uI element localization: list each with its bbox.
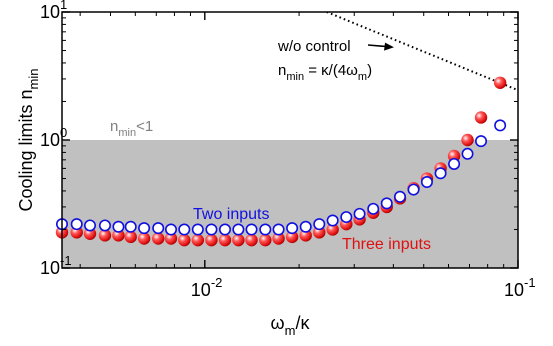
three-inputs-point: [124, 230, 137, 244]
two-inputs-point: [326, 214, 339, 227]
series-label-two-inputs: Two inputs: [193, 206, 269, 223]
three-inputs-point: [474, 111, 488, 124]
two-inputs-point: [299, 220, 312, 233]
three-inputs-point: [272, 232, 285, 245]
two-inputs-point: [286, 222, 299, 235]
two-inputs-point: [245, 223, 258, 236]
svg-text:nmin = κ/(4ωm): nmin = κ/(4ωm): [278, 62, 372, 83]
wo-control-annotation: w/o control: [277, 38, 394, 55]
series-label-three-inputs: Three inputs: [342, 236, 431, 253]
three-inputs-point: [232, 233, 245, 247]
two-inputs-point: [152, 222, 165, 235]
three-inputs-point: [83, 227, 97, 241]
three-inputs-point: [285, 230, 299, 244]
three-inputs-point: [218, 233, 232, 247]
two-inputs-point: [272, 223, 285, 236]
svg-text:ωm/κ: ωm/κ: [271, 313, 311, 338]
shaded-region: [62, 140, 518, 268]
formula-annotation: nmin = κ/(4ωm): [278, 62, 372, 83]
two-inputs-point: [407, 183, 420, 196]
two-inputs-point: [232, 223, 245, 236]
three-inputs-point: [112, 229, 125, 242]
two-inputs-point: [178, 223, 191, 236]
two-inputs-point: [313, 218, 326, 231]
two-inputs-point: [420, 175, 433, 188]
three-inputs-point: [205, 233, 218, 247]
three-inputs-point: [299, 229, 312, 242]
two-inputs-point: [124, 220, 137, 233]
three-inputs-point: [164, 232, 178, 245]
two-inputs-point: [218, 223, 231, 236]
three-inputs-point: [178, 233, 191, 247]
three-inputs-point: [245, 233, 258, 247]
two-inputs-point: [494, 119, 507, 132]
two-inputs-point: [165, 223, 178, 236]
x-axis-label: ωm/κ: [271, 313, 311, 338]
three-inputs-point: [493, 76, 507, 89]
three-inputs-point: [137, 232, 151, 245]
three-inputs-point: [191, 233, 205, 247]
svg-text:nmin<1: nmin<1: [110, 118, 153, 139]
three-inputs-point: [461, 133, 474, 147]
two-inputs-point: [461, 147, 474, 160]
annotation-arrow-shaft: [367, 44, 387, 48]
two-inputs-point: [340, 211, 353, 224]
two-inputs-point: [138, 222, 151, 235]
two-inputs-point: [448, 157, 461, 170]
two-inputs-point: [259, 223, 272, 236]
y-axis-label: Cooling limits nmin: [16, 69, 41, 212]
y-tick-label: 100: [40, 125, 67, 150]
three-inputs-point: [152, 232, 165, 245]
two-inputs-point: [434, 167, 447, 180]
annotation-arrow-head: [384, 42, 394, 51]
y-tick-label: 10-1: [40, 253, 72, 278]
x-tick-label: 10-2: [191, 275, 223, 300]
two-inputs-point: [98, 219, 111, 232]
shaded-region-label: nmin<1: [110, 118, 153, 139]
three-inputs-point: [259, 233, 272, 247]
two-inputs-point: [205, 223, 218, 236]
data-markers: [55, 76, 507, 247]
three-inputs-point: [98, 229, 112, 242]
y-tick-label: 101: [40, 0, 67, 22]
svg-text:Cooling limits nmin: Cooling limits nmin: [16, 69, 41, 212]
wo-control-label: w/o control: [277, 38, 351, 55]
axis-ticks: 10-2 10-1 10-1 100 101: [40, 0, 536, 300]
two-inputs-point: [191, 223, 204, 236]
two-inputs-point: [84, 219, 97, 232]
two-inputs-point: [367, 202, 380, 215]
two-inputs-point: [380, 197, 393, 210]
two-inputs-point: [475, 135, 488, 148]
two-inputs-point: [112, 220, 125, 233]
three-inputs-point: [326, 223, 339, 236]
two-inputs-point: [70, 218, 83, 231]
two-inputs-point: [394, 190, 407, 203]
two-inputs-point: [353, 207, 366, 220]
x-tick-label: 10-1: [504, 275, 536, 300]
